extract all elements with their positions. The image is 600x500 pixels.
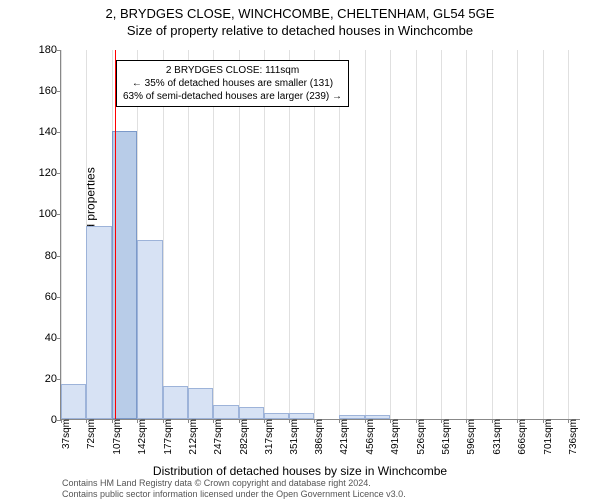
- histogram-bar: [188, 388, 213, 419]
- x-axis-label: Distribution of detached houses by size …: [0, 464, 600, 478]
- grid-line: [568, 50, 569, 419]
- chart-plot-area: 02040608010012014016018037sqm72sqm107sqm…: [60, 50, 580, 420]
- grid-line: [517, 50, 518, 419]
- grid-line: [492, 50, 493, 419]
- histogram-bar: [86, 226, 111, 419]
- chart-title-block: 2, BRYDGES CLOSE, WINCHCOMBE, CHELTENHAM…: [0, 0, 600, 38]
- x-tick-label: 351sqm: [285, 419, 300, 455]
- histogram-bar: [339, 415, 364, 419]
- x-tick-label: 631sqm: [488, 419, 503, 455]
- copyright-footer: Contains HM Land Registry data © Crown c…: [62, 478, 406, 500]
- histogram-bar: [61, 384, 86, 419]
- x-tick-label: 386sqm: [310, 419, 325, 455]
- grid-line: [416, 50, 417, 419]
- x-tick-label: 491sqm: [386, 419, 401, 455]
- x-tick-label: 37sqm: [57, 419, 72, 449]
- x-tick-label: 421sqm: [335, 419, 350, 455]
- histogram-bar: [365, 415, 390, 419]
- grid-line: [365, 50, 366, 419]
- x-tick-label: 736sqm: [564, 419, 579, 455]
- x-tick-label: 142sqm: [133, 419, 148, 455]
- x-tick-label: 317sqm: [260, 419, 275, 455]
- annotation-line3: 63% of semi-detached houses are larger (…: [123, 90, 342, 103]
- x-tick-label: 526sqm: [412, 419, 427, 455]
- annotation-box: 2 BRYDGES CLOSE: 111sqm← 35% of detached…: [116, 60, 349, 107]
- x-tick-label: 107sqm: [108, 419, 123, 455]
- annotation-line1: 2 BRYDGES CLOSE: 111sqm: [123, 64, 342, 77]
- chart-title-line1: 2, BRYDGES CLOSE, WINCHCOMBE, CHELTENHAM…: [0, 6, 600, 21]
- x-tick-label: 701sqm: [539, 419, 554, 455]
- x-tick-label: 561sqm: [437, 419, 452, 455]
- grid-line: [441, 50, 442, 419]
- grid-line: [466, 50, 467, 419]
- x-tick-label: 212sqm: [184, 419, 199, 455]
- chart-title-line2: Size of property relative to detached ho…: [0, 23, 600, 38]
- x-tick-label: 596sqm: [462, 419, 477, 455]
- x-tick-label: 177sqm: [159, 419, 174, 455]
- histogram-bar: [137, 240, 162, 419]
- histogram-bar: [239, 407, 264, 419]
- x-tick-label: 72sqm: [82, 419, 97, 449]
- histogram-bar: [163, 386, 188, 419]
- grid-line: [61, 50, 62, 419]
- histogram-bar: [213, 405, 238, 419]
- footer-line1: Contains HM Land Registry data © Crown c…: [62, 478, 406, 489]
- histogram-bar: [289, 413, 314, 419]
- x-tick-label: 666sqm: [513, 419, 528, 455]
- x-tick-label: 282sqm: [235, 419, 250, 455]
- x-tick-label: 247sqm: [209, 419, 224, 455]
- histogram-bar: [264, 413, 289, 419]
- annotation-line2: ← 35% of detached houses are smaller (13…: [123, 77, 342, 90]
- footer-line2: Contains public sector information licen…: [62, 489, 406, 500]
- x-tick-label: 456sqm: [361, 419, 376, 455]
- grid-line: [390, 50, 391, 419]
- grid-line: [543, 50, 544, 419]
